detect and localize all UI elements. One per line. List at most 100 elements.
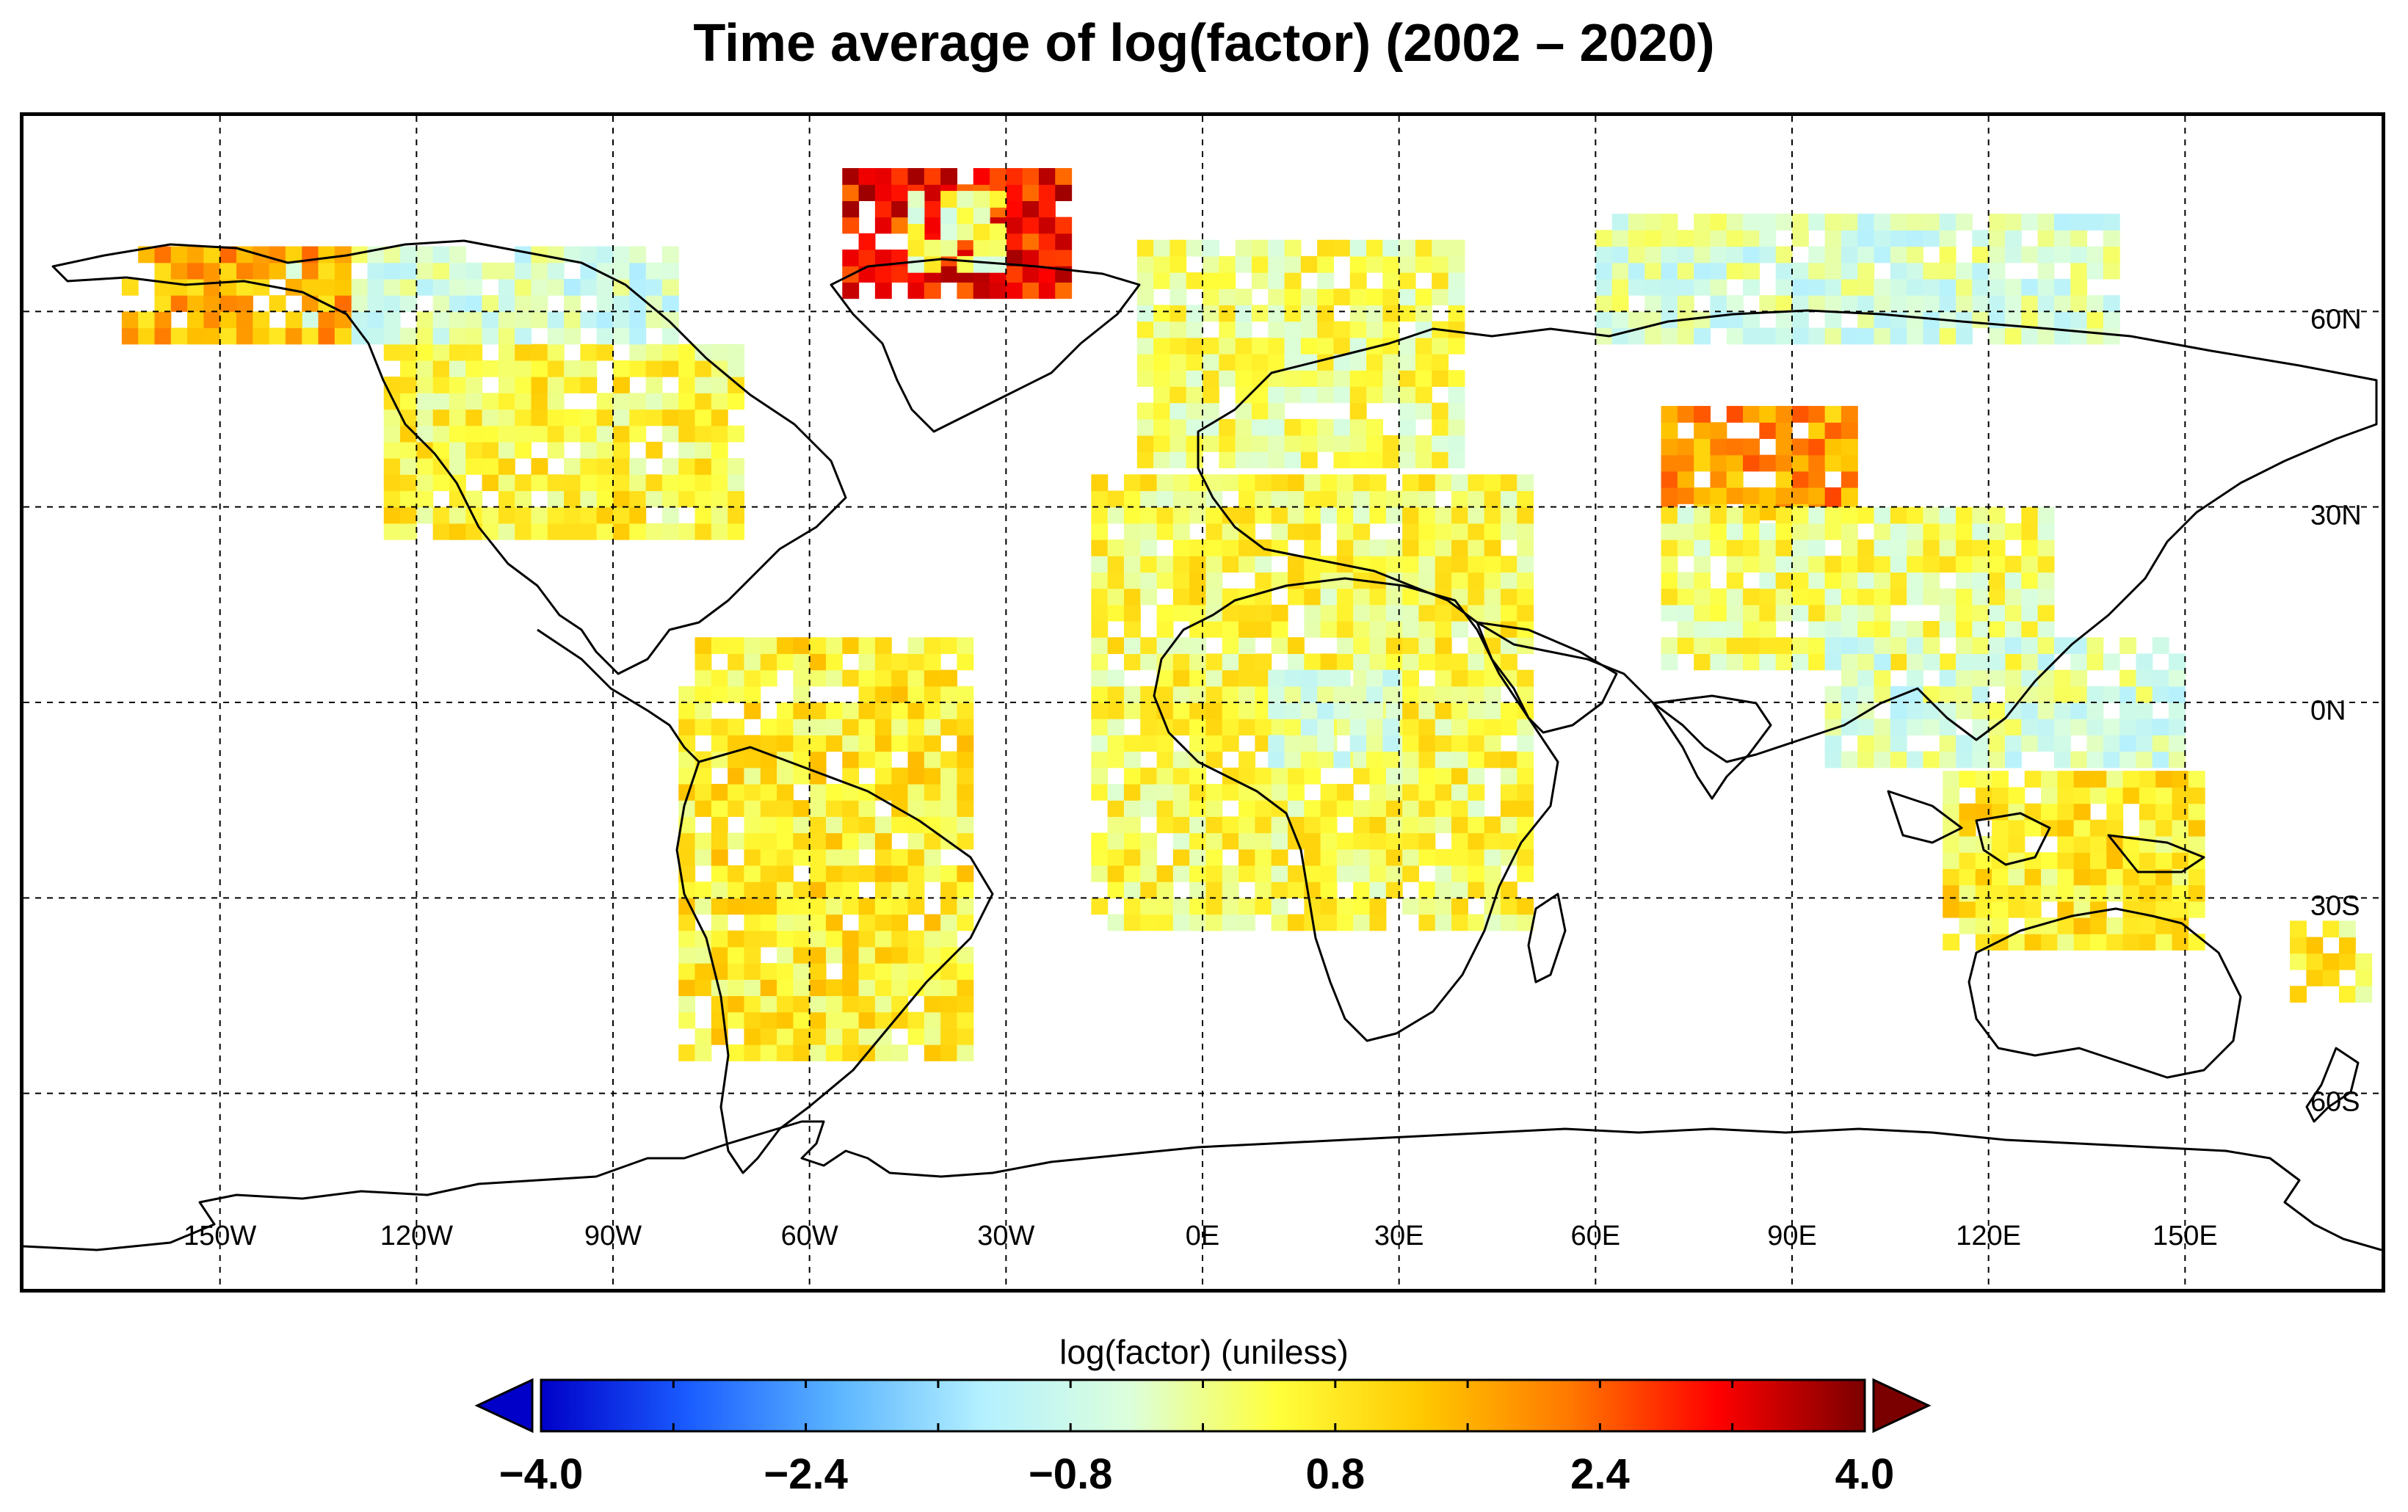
grid-cell: [1517, 832, 1534, 850]
grid-cell: [1874, 621, 1891, 638]
grid-cell: [1975, 917, 1992, 934]
grid-cell: [1874, 572, 1891, 589]
grid-cell: [940, 223, 958, 241]
grid-cell: [1006, 168, 1023, 185]
grid-cell: [1399, 418, 1416, 436]
grid-cell: [1203, 402, 1219, 420]
grid-cell: [1268, 239, 1285, 257]
grid-cell: [1677, 295, 1694, 312]
grid-cell: [957, 1028, 974, 1045]
grid-cell: [825, 930, 843, 948]
grid-cell: [613, 377, 630, 393]
grid-cell: [1255, 783, 1272, 801]
grid-cell: [1172, 637, 1190, 655]
grid-cell: [2024, 803, 2042, 821]
grid-cell: [1956, 506, 1973, 524]
grid-cell: [842, 898, 860, 915]
grid-cell: [1956, 523, 1973, 540]
grid-cell: [1468, 882, 1485, 898]
grid-cell: [2155, 819, 2173, 837]
grid-cell: [1677, 621, 1694, 638]
grid-cell: [1808, 278, 1826, 296]
grid-cell: [744, 767, 761, 785]
grid-cell: [1320, 882, 1338, 898]
grid-cell: [1956, 702, 1973, 719]
grid-cell: [1369, 800, 1387, 817]
grid-cell: [1743, 214, 1760, 230]
grid-cell: [1123, 506, 1141, 524]
grid-cell: [760, 637, 777, 655]
grid-cell: [2136, 686, 2153, 703]
grid-cell: [596, 409, 614, 426]
grid-cell: [1172, 523, 1190, 540]
grid-cell: [842, 979, 860, 997]
grid-cell: [1172, 669, 1190, 687]
grid-cell: [2004, 719, 2022, 735]
grid-cell: [744, 816, 761, 834]
grid-cell: [1382, 239, 1400, 257]
grid-cell: [613, 425, 630, 443]
grid-cell: [858, 963, 876, 980]
grid-cell: [2086, 751, 2104, 768]
grid-cell: [1385, 604, 1403, 622]
grid-cell: [678, 377, 696, 393]
grid-cell: [1369, 490, 1387, 508]
grid-cell: [1517, 523, 1534, 540]
grid-cell: [629, 295, 647, 312]
grid-cell: [1644, 214, 1662, 230]
grid-cell: [2152, 686, 2169, 703]
grid-cell: [728, 523, 745, 540]
grid-cell: [940, 914, 958, 931]
grid-cell: [1418, 474, 1436, 492]
grid-cell: [269, 295, 286, 312]
grid-cell: [825, 637, 843, 655]
grid-cell: [1219, 288, 1236, 306]
grid-cell: [744, 800, 761, 817]
grid-cell: [1349, 272, 1367, 289]
grid-cell: [1222, 523, 1239, 540]
grid-cell: [1448, 435, 1465, 452]
grid-cell: [580, 246, 598, 263]
grid-cell: [2004, 686, 2022, 703]
grid-cell: [1055, 184, 1073, 202]
grid-cell: [498, 523, 515, 540]
grid-cell: [1710, 621, 1727, 638]
grid-cell: [1975, 787, 1992, 804]
grid-cell: [1189, 686, 1207, 703]
grid-cell: [1399, 305, 1416, 322]
grid-cell: [1661, 422, 1678, 440]
grid-cell: [1857, 311, 1875, 329]
grid-cell: [907, 239, 925, 257]
grid-cell: [596, 262, 614, 280]
grid-cell: [711, 719, 728, 735]
grid-cell: [1792, 311, 1809, 329]
grid-cell: [1923, 523, 1940, 540]
grid-cell: [940, 751, 958, 768]
grid-cell: [1107, 637, 1125, 655]
grid-cell: [1300, 686, 1318, 703]
grid-cell: [891, 217, 909, 234]
grid-cell: [1172, 914, 1190, 931]
grid-cell: [1451, 669, 1468, 687]
grid-cell: [2122, 835, 2140, 853]
grid-cell: [170, 327, 188, 345]
grid-cell: [1284, 272, 1302, 289]
grid-cell: [1661, 572, 1678, 589]
grid-cell: [1923, 539, 1940, 556]
map-panel[interactable]: 150W 120W 90W 60W 30W 0E 30E 60E 90E 120E 150E 60N…: [20, 112, 2385, 1293]
grid-cell: [1349, 370, 1367, 388]
grid-cell: [629, 393, 647, 410]
grid-cell: [1517, 506, 1534, 524]
grid-cell: [1349, 702, 1367, 719]
grid-cell: [711, 474, 728, 492]
grid-cell: [1611, 262, 1629, 280]
grid-cell: [596, 425, 614, 443]
grid-cell: [1189, 474, 1207, 492]
grid-cell: [1153, 337, 1170, 355]
grid-cell: [874, 168, 892, 185]
grid-cell: [1890, 637, 1907, 655]
grid-cell: [1468, 914, 1485, 931]
grid-cell: [1189, 572, 1207, 589]
grid-cell: [1402, 702, 1420, 719]
grid-cell: [907, 653, 925, 671]
